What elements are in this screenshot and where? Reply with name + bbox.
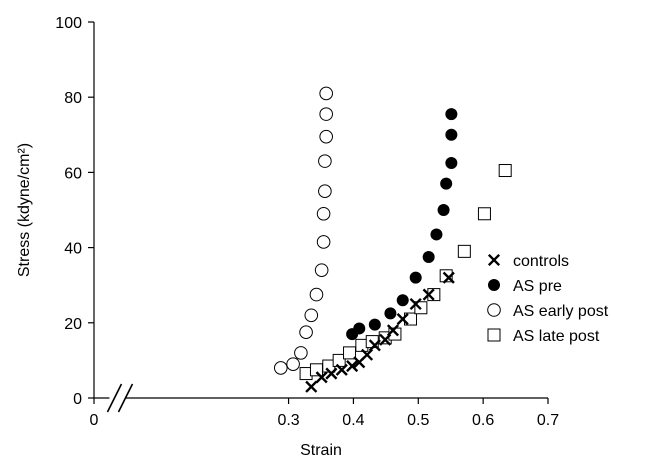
x-axis-title: Strain xyxy=(300,442,342,459)
point-as-late-post xyxy=(477,207,491,221)
point-controls xyxy=(409,297,422,311)
point-controls-stroke xyxy=(422,288,435,301)
x-axis-break xyxy=(106,383,134,413)
y-tick-label: 20 xyxy=(64,316,82,333)
point-as-pre xyxy=(409,271,422,284)
point-as-early-post xyxy=(316,206,331,221)
point-as-pre xyxy=(437,204,450,216)
series-as-early-post xyxy=(273,86,333,375)
point-controls xyxy=(396,312,409,326)
legend-label-controls: controls xyxy=(513,253,569,270)
y-tick-label: 40 xyxy=(64,241,82,258)
point-as-early-post xyxy=(319,86,333,101)
x-tick-label: 0.7 xyxy=(537,412,559,429)
point-as-late-post xyxy=(309,363,323,377)
legend-marker-controls xyxy=(487,253,501,267)
point-as-early-post xyxy=(314,263,329,277)
point-controls xyxy=(386,324,400,337)
point-controls xyxy=(325,367,338,380)
point-controls-stroke xyxy=(315,371,328,384)
point-as-early-post xyxy=(273,361,288,375)
point-as-early-post xyxy=(286,357,300,371)
y-tick-label: 80 xyxy=(64,90,82,107)
point-as-early-post xyxy=(304,308,319,323)
point-controls xyxy=(335,363,348,376)
point-controls-stroke xyxy=(368,339,381,352)
x-tick-label: 0 xyxy=(90,412,99,429)
point-controls xyxy=(442,271,455,284)
legend-item-as-early-post: AS early post xyxy=(487,303,609,320)
axis-break-gap xyxy=(109,394,126,402)
legend-label-as-late-post: AS late post xyxy=(513,328,600,345)
point-as-early-post xyxy=(294,346,308,360)
point-as-early-post xyxy=(299,325,313,340)
point-controls-stroke xyxy=(442,271,455,284)
series-as-pre xyxy=(346,108,458,341)
point-controls-stroke xyxy=(305,380,318,393)
data-marks xyxy=(273,86,512,393)
point-as-late-post xyxy=(343,346,357,360)
point-controls xyxy=(368,339,381,352)
x-tick-label: 0.3 xyxy=(277,412,299,429)
point-controls xyxy=(305,380,318,393)
legend-marker-as-early-post xyxy=(487,303,501,317)
legend-item-as-pre: AS pre xyxy=(488,278,562,295)
legend-item-controls: controls xyxy=(487,253,569,270)
point-as-pre xyxy=(440,177,453,190)
legend-item-as-late-post: AS late post xyxy=(487,328,600,345)
point-as-pre xyxy=(384,307,397,320)
point-controls-stroke xyxy=(396,312,409,326)
point-as-late-post xyxy=(404,312,418,326)
x-tick-label: 0.5 xyxy=(407,412,429,429)
legend-marker-as-late-post xyxy=(487,328,501,342)
legend: controls AS pre AS early post AS late post xyxy=(487,253,609,345)
point-as-pre xyxy=(353,322,366,335)
point-as-pre xyxy=(445,157,458,169)
point-controls-stroke xyxy=(325,367,338,380)
series-controls xyxy=(305,271,455,393)
axis-break-slash xyxy=(106,383,123,413)
y-axis-title: Stress (kdyne/cm²) xyxy=(16,143,33,277)
y-tick-label: 0 xyxy=(73,391,82,408)
point-controls xyxy=(315,371,328,384)
point-as-early-post xyxy=(319,129,333,144)
point-as-pre xyxy=(445,108,458,121)
legend-marker-controls-stroke xyxy=(487,253,501,267)
point-controls-stroke xyxy=(386,324,400,337)
point-controls-stroke xyxy=(346,359,359,373)
x-tick-label: 0.6 xyxy=(472,412,494,429)
series-as-late-post xyxy=(299,164,512,381)
point-as-pre xyxy=(445,128,458,141)
legend-marker-as-pre xyxy=(488,279,500,291)
point-as-pre xyxy=(368,318,381,331)
axis-break-slash xyxy=(117,383,134,413)
legend-label-as-early-post: AS early post xyxy=(513,303,609,320)
axis-ticks: 0 20 40 60 80 100 0 0.3 0.4 0.5 0.6 0.7 xyxy=(55,15,559,429)
y-tick-label: 60 xyxy=(64,165,82,182)
point-controls-stroke xyxy=(409,297,422,311)
point-as-late-post xyxy=(457,244,471,258)
point-controls-stroke xyxy=(335,363,348,376)
point-as-early-post xyxy=(318,184,332,198)
point-as-pre xyxy=(396,294,409,307)
point-as-early-post xyxy=(316,235,331,249)
point-as-early-post xyxy=(319,107,333,121)
axes xyxy=(93,22,548,413)
point-controls xyxy=(346,359,359,373)
point-controls xyxy=(422,288,435,301)
legend-label-as-pre: AS pre xyxy=(513,278,562,295)
point-as-pre xyxy=(422,251,435,263)
point-as-pre xyxy=(430,228,443,241)
point-as-early-post xyxy=(318,154,332,168)
point-as-late-post xyxy=(498,164,512,178)
y-tick-label: 100 xyxy=(55,15,82,32)
x-tick-label: 0.4 xyxy=(342,412,364,429)
point-as-early-post xyxy=(309,287,324,302)
